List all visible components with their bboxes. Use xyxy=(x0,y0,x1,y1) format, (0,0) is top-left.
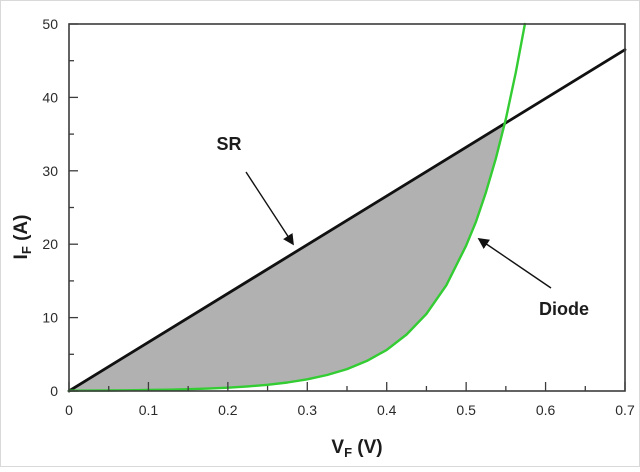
x-axis-label-sub: F xyxy=(344,445,352,460)
x-tick-label: 0.4 xyxy=(377,402,397,418)
x-tick-label: 0.6 xyxy=(536,402,556,418)
axis-ticks xyxy=(68,23,626,392)
y-tick-label: 30 xyxy=(42,163,58,179)
y-axis-label-main: I xyxy=(11,254,32,259)
x-tick-label: 0 xyxy=(65,402,73,418)
axis-labels: VF (V)IF (A) xyxy=(11,215,383,460)
y-tick-label: 0 xyxy=(50,383,58,399)
shaded-loss-region xyxy=(69,123,506,391)
y-tick-label: 50 xyxy=(42,16,58,32)
loss-area-polygon xyxy=(69,123,506,391)
annotation-label-diode: Diode xyxy=(539,299,589,319)
y-axis-label: IF (A) xyxy=(11,215,34,260)
annotation-arrow-sr xyxy=(245,171,294,246)
x-tick-label: 0.7 xyxy=(615,402,635,418)
diode-curve xyxy=(67,22,527,392)
annotations: SR Diode xyxy=(216,134,589,319)
annotation-label-sr: SR xyxy=(216,134,241,154)
x-tick-label: 0.3 xyxy=(298,402,318,418)
y-tick-label: 40 xyxy=(42,89,58,105)
series-lines xyxy=(67,22,627,393)
x-axis-label: VF (V) xyxy=(331,437,382,460)
y-axis-label-unit: (A) xyxy=(11,215,32,247)
y-tick-label: 20 xyxy=(42,236,58,252)
x-tick-label: 0.1 xyxy=(139,402,159,418)
tick-labels: 0 0.1 0.2 0.3 0.4 0.5 0.6 0.7 0 10 20 30 40 50 xyxy=(42,16,635,418)
x-axis-label-main: V xyxy=(331,437,344,458)
x-tick-label: 0.2 xyxy=(218,402,238,418)
x-tick-label: 0.5 xyxy=(456,402,476,418)
sr-line xyxy=(67,48,627,393)
y-axis-label-sub: F xyxy=(19,246,34,254)
y-tick-label: 10 xyxy=(42,310,58,326)
x-axis-label-unit: (V) xyxy=(352,437,383,458)
annotation-arrow-diode xyxy=(477,238,552,289)
